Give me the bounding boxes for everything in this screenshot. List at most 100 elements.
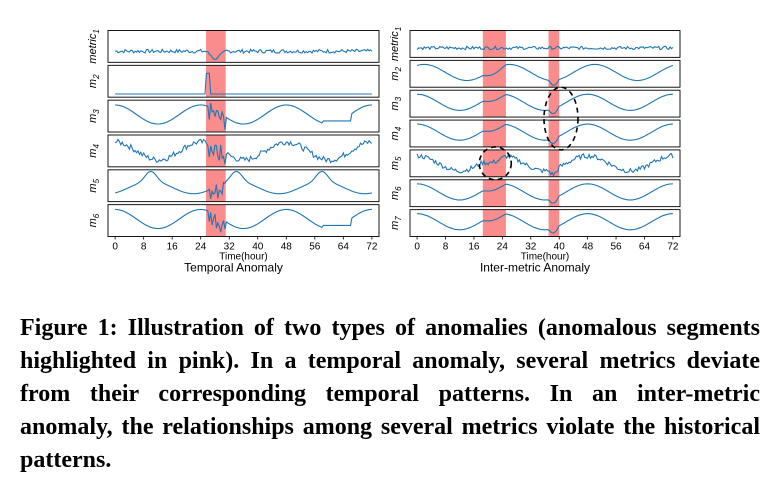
subplot-frame: [107, 204, 380, 237]
series-label-m4: m4: [87, 144, 101, 158]
subplot-frame: [107, 30, 380, 63]
series-line-m6: [417, 183, 673, 204]
anomaly-highlight: [206, 65, 226, 98]
series-label-m5: m5: [389, 156, 403, 170]
x-axis-label: Time(hour): [521, 252, 570, 263]
x-tick-label: 24: [497, 242, 509, 253]
series-line-m6: [115, 208, 372, 233]
anomaly-highlight: [482, 179, 506, 207]
anomaly-highlight: [206, 30, 226, 63]
x-tick-label: 56: [309, 242, 321, 253]
x-tick-label: 16: [468, 242, 480, 253]
subplot-frame: [409, 149, 681, 178]
series-label-sub: 1: [394, 27, 403, 31]
series-label-m2: m2: [389, 66, 403, 80]
figure-caption: Figure 1: Illustration of two types of a…: [20, 315, 760, 473]
subplot-frame: [107, 169, 380, 203]
series-label-main: m: [389, 131, 401, 140]
anomaly-highlight: [548, 30, 560, 58]
series-label-sub: 2: [394, 66, 403, 72]
subplot-frame: [409, 30, 681, 58]
series-label-main: m: [389, 71, 401, 80]
series-label-sub: 6: [394, 186, 403, 191]
x-tick-label: 72: [667, 242, 679, 253]
series-label-m6: m6: [87, 213, 101, 227]
x-tick-label: 48: [281, 242, 293, 253]
x-tick-label: 40: [252, 242, 264, 253]
subplot-frame: [409, 59, 681, 88]
series-label-metric1: metric1: [87, 29, 101, 63]
series-label-sub: 6: [92, 213, 101, 218]
series-label-sub: 3: [394, 96, 403, 101]
series-label-main: m: [389, 101, 401, 110]
series-label-sub: 2: [92, 74, 101, 80]
subplot-frame: [107, 99, 380, 133]
x-tick-label: 0: [112, 242, 118, 253]
series-label-main: m: [389, 221, 401, 230]
series-line-m4: [417, 123, 673, 145]
anomaly-highlight: [482, 209, 506, 237]
anomaly-highlight: [482, 120, 506, 147]
series-label-sub: 7: [394, 216, 403, 221]
series-label-metric1: metric1: [389, 27, 403, 61]
subplot-frame: [409, 179, 681, 208]
subplot-frame: [107, 134, 380, 168]
series-label-sub: 3: [92, 109, 101, 114]
x-tick-label: 8: [141, 242, 147, 253]
anomaly-highlight: [548, 60, 560, 88]
series-label-m2: m2: [87, 74, 101, 88]
anomaly-highlight: [548, 209, 560, 237]
series-line-m4: [114, 138, 373, 165]
series-label-main: m: [87, 79, 99, 88]
x-tick-label: 32: [525, 242, 537, 253]
anomaly-highlight: [548, 120, 560, 147]
series-label-sub: 5: [394, 156, 403, 161]
series-line-m2: [416, 63, 674, 86]
series-line-m5: [416, 152, 674, 177]
series-line-m7: [417, 213, 673, 234]
subplot-frame: [107, 64, 380, 98]
x-tick-label: 16: [167, 242, 179, 253]
x-tick-label: 40: [554, 242, 566, 253]
anomaly-highlight: [482, 90, 506, 118]
series-label-main: metric: [389, 31, 401, 61]
dashed-circle: [478, 146, 513, 181]
series-label-main: m: [87, 218, 99, 227]
x-tick-label: 24: [195, 242, 207, 253]
anomaly-highlight: [548, 90, 560, 118]
anomaly-highlight: [548, 149, 560, 177]
series-label-m6: m6: [389, 186, 403, 200]
series-label-m3: m3: [389, 96, 403, 110]
x-axis-label: Time(hour): [219, 252, 268, 263]
x-tick-label: 64: [338, 242, 350, 253]
panel-title: Inter-metric Anomaly: [480, 261, 590, 275]
subplot-frame: [409, 209, 681, 237]
x-tick-label: 56: [610, 242, 622, 253]
panel-title: Temporal Anomaly: [184, 261, 283, 275]
series-line-metric1: [416, 45, 674, 51]
series-label-sub: 1: [92, 29, 101, 33]
anomaly-highlight: [548, 179, 560, 207]
series-line-m2: [115, 72, 372, 95]
series-line-metric1: [115, 48, 373, 60]
x-tick-label: 72: [366, 242, 378, 253]
series-label-main: m: [87, 183, 99, 192]
anomaly-highlight: [482, 30, 506, 58]
dashed-circle: [543, 86, 579, 151]
series-label-main: metric: [87, 33, 99, 63]
x-tick-label: 0: [414, 242, 420, 253]
series-label-m7: m7: [389, 216, 403, 230]
series-label-main: m: [389, 191, 401, 200]
series-label-main: m: [87, 149, 99, 158]
series-label-sub: 4: [394, 126, 403, 131]
subplot-frame: [409, 119, 681, 148]
x-tick-label: 8: [443, 242, 449, 253]
series-line-m3: [115, 103, 372, 130]
series-line-m5: [114, 170, 373, 199]
series-label-m5: m5: [87, 178, 101, 192]
series-label-sub: 5: [92, 178, 101, 183]
x-tick-label: 64: [639, 242, 651, 253]
